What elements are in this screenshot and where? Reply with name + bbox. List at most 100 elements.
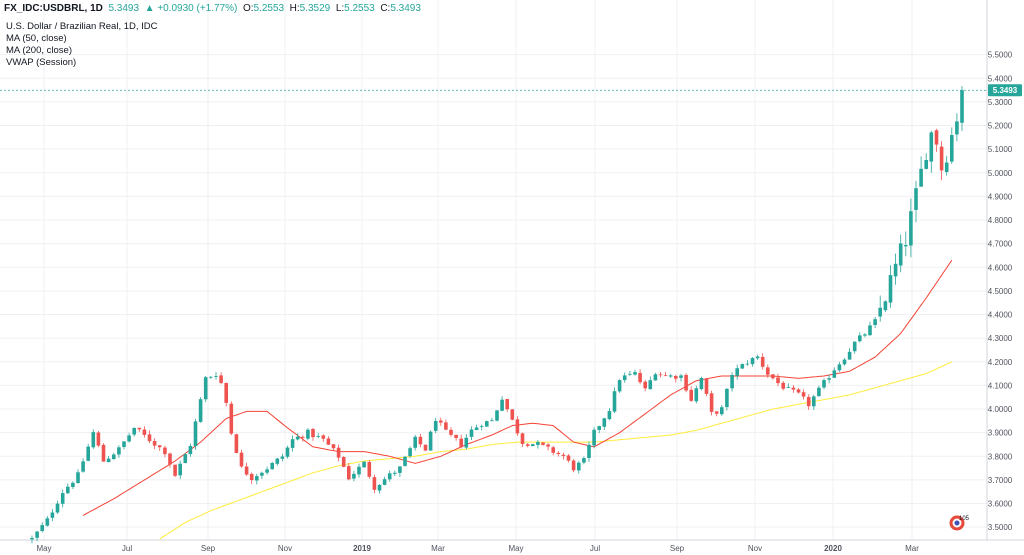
candle-body xyxy=(628,373,632,375)
candle-body xyxy=(393,472,397,474)
close-value: 5.3493 xyxy=(390,3,421,14)
candle-body xyxy=(306,429,310,439)
candle-body xyxy=(505,399,509,410)
candle-body xyxy=(469,429,474,437)
candle-body xyxy=(137,427,142,430)
high-value: 5.3529 xyxy=(299,3,331,14)
ma50-path xyxy=(82,259,953,516)
candle-body xyxy=(91,432,96,448)
candle-body xyxy=(219,375,223,383)
x-tick-label: Sep xyxy=(201,544,216,553)
y-tick-label: 5.2000 xyxy=(988,122,1013,131)
candle-body xyxy=(40,525,44,531)
candle-body xyxy=(234,434,239,453)
candle-body xyxy=(904,245,908,247)
candle-body xyxy=(214,376,218,377)
candle-body xyxy=(132,428,136,435)
candle-body xyxy=(771,374,775,379)
candle-body xyxy=(704,378,709,394)
candle-body xyxy=(740,364,745,369)
candle-body xyxy=(112,454,116,459)
candle-body xyxy=(653,374,658,381)
candle-body xyxy=(55,503,60,513)
candle-body xyxy=(30,538,34,540)
candle-body xyxy=(249,473,254,481)
last-price-tag-label: 5.3493 xyxy=(993,86,1018,95)
indicator-series-title[interactable]: U.S. Dollar / Brazilian Real, 1D, IDC xyxy=(6,21,158,32)
candle-body xyxy=(408,448,412,457)
candle-body xyxy=(858,335,862,342)
candle-body xyxy=(352,473,356,479)
candle-body xyxy=(873,319,877,325)
candle-body xyxy=(239,452,244,467)
candle-body xyxy=(607,411,612,420)
candle-body xyxy=(776,377,780,384)
candle-body xyxy=(617,380,622,392)
candle-body xyxy=(163,447,167,455)
candle-body xyxy=(106,458,111,463)
price-axis[interactable]: 3.5000 3.6000 3.7000 3.8000 3.9000 4.0000 4.10… xyxy=(988,51,1013,533)
open-label: O: xyxy=(242,3,254,14)
candle-body xyxy=(311,429,315,438)
y-tick-label: 4.6000 xyxy=(988,263,1013,272)
candle-body xyxy=(203,377,208,400)
candle-body xyxy=(883,301,888,311)
candle-body xyxy=(735,368,739,376)
candle-body xyxy=(101,444,106,462)
candle-body xyxy=(485,421,489,427)
candle-body xyxy=(178,463,182,476)
candle-body xyxy=(587,444,591,458)
candle-body xyxy=(592,429,596,446)
indicator-ma200[interactable]: MA (200, close) xyxy=(6,45,72,56)
indicator-ma50[interactable]: MA (50, close) xyxy=(6,33,67,44)
y-tick-label: 3.9000 xyxy=(988,429,1013,438)
high-label: H: xyxy=(289,3,300,14)
candle-body xyxy=(955,121,959,135)
candle-body xyxy=(638,372,642,383)
candle-body xyxy=(372,477,377,490)
candle-body xyxy=(643,381,647,389)
candle-body xyxy=(832,370,837,378)
x-tick-label: Sep xyxy=(670,544,685,553)
candle-body xyxy=(909,211,913,246)
ma200-path xyxy=(159,361,953,540)
candle-body xyxy=(801,392,806,397)
candle-body xyxy=(76,472,80,483)
tradingview-logo-icon[interactable]: 105 xyxy=(947,513,971,531)
indicator-vwap[interactable]: VWAP (Session) xyxy=(6,57,77,68)
candle-body xyxy=(577,462,581,471)
candle-body xyxy=(888,275,893,303)
candle-body xyxy=(822,380,826,388)
candle-body xyxy=(188,446,193,455)
candle-body xyxy=(520,433,525,444)
candle-body xyxy=(275,458,280,464)
candle-body xyxy=(602,418,607,427)
y-tick-label: 4.9000 xyxy=(988,192,1013,201)
candle-body xyxy=(755,356,760,359)
candle-body xyxy=(868,325,872,336)
candle-body xyxy=(556,452,561,454)
candle-body xyxy=(699,378,704,390)
candle-body xyxy=(60,493,65,504)
low-value: 5.2553 xyxy=(344,3,375,14)
y-tick-label: 5.0000 xyxy=(988,169,1013,178)
candle-body xyxy=(515,419,520,434)
open-value: 5.2553 xyxy=(253,3,285,14)
candle-body xyxy=(50,512,55,518)
last-price-tag-bg xyxy=(988,84,1022,97)
candle-body xyxy=(336,447,341,458)
candle-body xyxy=(183,454,188,464)
time-axis[interactable]: May Jul Sep Nov 2019 Mar May Jul Sep Nov 2020 Mar xyxy=(36,544,919,553)
grid xyxy=(0,0,987,540)
candle-body xyxy=(633,372,637,375)
candle-body xyxy=(960,90,964,123)
x-tick-label: May xyxy=(508,544,523,553)
candle-body xyxy=(193,421,198,447)
symbol-label[interactable]: FX_IDC:USDBRL, 1D xyxy=(4,3,103,14)
candle-body xyxy=(459,438,463,447)
x-tick-label: Jul xyxy=(122,544,132,553)
low-label: L: xyxy=(335,3,345,14)
x-tick-label: Nov xyxy=(748,544,762,553)
logo-count: 105 xyxy=(959,516,970,522)
